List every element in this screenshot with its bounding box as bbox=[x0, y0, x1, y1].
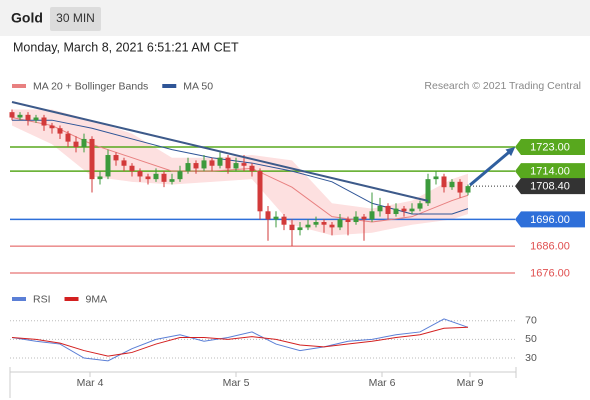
y-tick-label: 30 bbox=[525, 352, 537, 364]
candle-body bbox=[345, 219, 351, 223]
candle-body bbox=[137, 171, 143, 177]
legend-label: 9MA bbox=[86, 293, 108, 305]
candle-body bbox=[265, 211, 271, 220]
candle-body bbox=[97, 176, 103, 180]
candle-body bbox=[353, 216, 359, 223]
legend-swatch bbox=[12, 297, 26, 301]
candle-body bbox=[321, 222, 327, 225]
candle-body bbox=[145, 176, 151, 180]
candle-body bbox=[377, 205, 383, 212]
x-tick-label: Mar 4 bbox=[77, 377, 104, 389]
level-label: 1723.00 bbox=[530, 141, 570, 153]
candle-body bbox=[257, 171, 263, 212]
candle-body bbox=[209, 160, 215, 166]
candle-body bbox=[73, 141, 79, 147]
legend-label: MA 20 + Bollinger Bands bbox=[33, 80, 148, 92]
candle-body bbox=[417, 203, 423, 209]
candle-body bbox=[393, 208, 399, 214]
candle-body bbox=[161, 173, 167, 182]
candle-body bbox=[33, 117, 39, 121]
candle-body bbox=[185, 163, 191, 172]
x-tick-label: Mar 9 bbox=[457, 377, 484, 389]
candle-body bbox=[81, 138, 87, 147]
candle-body bbox=[441, 176, 447, 188]
level-label: 1696.00 bbox=[530, 214, 570, 226]
y-tick-label: 70 bbox=[525, 315, 537, 327]
forecast-arrow bbox=[469, 149, 512, 187]
level-label: 1686.00 bbox=[530, 241, 570, 253]
candle-body bbox=[329, 224, 335, 228]
candle-body bbox=[369, 211, 375, 220]
candle-body bbox=[289, 224, 295, 231]
candle-body bbox=[281, 216, 287, 225]
candle-body bbox=[385, 205, 391, 214]
candle-body bbox=[313, 222, 319, 225]
candle-body bbox=[337, 219, 343, 228]
candle-body bbox=[433, 176, 439, 180]
candle-body bbox=[65, 133, 71, 142]
candle-body bbox=[193, 163, 199, 169]
x-tick-label: Mar 6 bbox=[369, 377, 396, 389]
candle-body bbox=[105, 155, 111, 177]
candle-body bbox=[401, 208, 407, 212]
candle-body bbox=[201, 160, 207, 169]
candle-body bbox=[225, 157, 231, 169]
datetime: Monday, March 8, 2021 6:51:21 AM CET bbox=[13, 40, 239, 54]
candle-body bbox=[297, 227, 303, 231]
candle-body bbox=[17, 114, 23, 118]
trendline bbox=[11, 100, 429, 202]
candle-body bbox=[113, 155, 119, 161]
indicator-line bbox=[11, 318, 469, 362]
legend-label: RSI bbox=[33, 293, 51, 305]
level-tag bbox=[515, 163, 585, 180]
candle-body bbox=[409, 208, 415, 212]
x-tick-label: Mar 5 bbox=[223, 377, 250, 389]
candle-body bbox=[233, 163, 239, 169]
candle-body bbox=[25, 114, 31, 121]
legend-swatch bbox=[12, 84, 26, 88]
timeframe-badge[interactable] bbox=[50, 7, 101, 31]
legend-swatch bbox=[64, 297, 79, 301]
candle-body bbox=[89, 138, 95, 180]
candle-body bbox=[273, 216, 279, 220]
candle-body bbox=[217, 157, 223, 166]
candle-body bbox=[305, 224, 311, 228]
candle-body bbox=[249, 165, 255, 172]
candle-body bbox=[9, 112, 15, 118]
level-label: 1676.00 bbox=[530, 267, 570, 279]
instrument: Gold bbox=[11, 10, 43, 26]
source: Research © 2021 Trading Central bbox=[424, 80, 581, 92]
level-label: 1708.40 bbox=[530, 181, 570, 193]
candle-body bbox=[169, 179, 175, 182]
candle-body bbox=[457, 181, 463, 193]
candle-body bbox=[57, 128, 63, 134]
legend-label: MA 50 bbox=[183, 80, 213, 92]
candle-body bbox=[425, 179, 431, 204]
candle-body bbox=[41, 117, 47, 126]
timeframe[interactable]: 30 MIN bbox=[56, 11, 95, 25]
y-tick-label: 50 bbox=[525, 333, 537, 345]
candle-body bbox=[465, 186, 471, 193]
arrow-head bbox=[505, 146, 516, 157]
level-tag bbox=[515, 178, 585, 195]
candle-body bbox=[177, 171, 183, 180]
candle-body bbox=[121, 160, 127, 166]
legend-swatch bbox=[162, 84, 177, 88]
level-label: 1714.00 bbox=[530, 166, 570, 178]
level-tag bbox=[515, 138, 585, 155]
candle-body bbox=[129, 165, 135, 172]
candle-body bbox=[153, 173, 159, 180]
candle-body bbox=[449, 181, 455, 188]
bollinger-band bbox=[12, 109, 468, 236]
candle-body bbox=[361, 216, 367, 220]
candle-body bbox=[241, 163, 247, 166]
level-tag bbox=[515, 211, 585, 228]
indicator-line bbox=[11, 326, 469, 357]
candle-body bbox=[49, 125, 55, 129]
